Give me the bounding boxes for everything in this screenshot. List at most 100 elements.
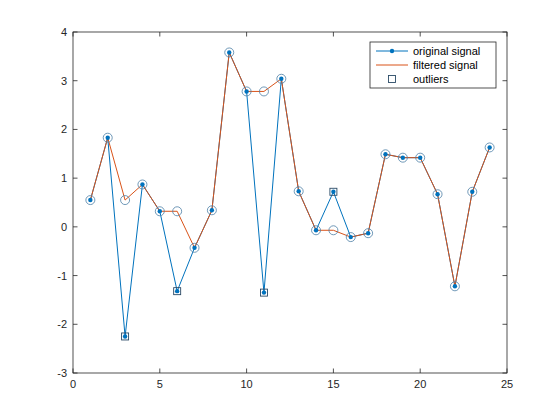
data-point — [192, 246, 196, 250]
y-tick — [73, 178, 78, 179]
data-point — [312, 226, 321, 235]
data-point — [381, 150, 390, 159]
series-line — [90, 52, 489, 336]
legend-box — [370, 42, 496, 88]
data-point — [487, 145, 491, 149]
y-tick-label: 4 — [61, 26, 67, 38]
y-tick-label: 0 — [61, 221, 67, 233]
data-point — [401, 155, 405, 159]
y-tick — [73, 80, 78, 81]
data-point — [453, 284, 457, 288]
data-point — [366, 231, 370, 235]
legend-label: outliers — [413, 73, 449, 85]
data-point — [121, 196, 130, 205]
data-point — [106, 136, 110, 140]
x-tick — [159, 369, 160, 374]
data-point — [225, 48, 234, 57]
data-point — [294, 187, 303, 196]
data-point — [329, 226, 338, 235]
y-tick — [73, 226, 78, 227]
data-point — [383, 152, 387, 156]
y-tick-label: -3 — [57, 367, 67, 379]
chart: 0 5 10 15 20 25 -3 -2 -1 0 1 2 3 4 original signal filt… — [0, 0, 560, 420]
y-tick-right — [503, 275, 508, 276]
data-point — [173, 207, 182, 216]
data-point — [279, 77, 283, 81]
y-tick-label: 2 — [61, 123, 67, 135]
x-tick-label: 20 — [414, 378, 426, 390]
y-tick — [73, 129, 78, 130]
y-tick-label: -2 — [57, 318, 67, 330]
data-point — [470, 190, 474, 194]
background — [0, 0, 560, 420]
axes-frame — [73, 32, 507, 373]
data-point — [416, 153, 425, 162]
y-tick-right — [503, 129, 508, 130]
data-point — [86, 196, 95, 205]
data-point — [418, 155, 422, 159]
x-tick-top — [246, 32, 247, 37]
y-tick-label: 1 — [61, 172, 67, 184]
x-tick-label: 10 — [240, 378, 252, 390]
x-tick — [420, 369, 421, 374]
data-layer — [86, 48, 494, 340]
data-point — [244, 89, 248, 93]
x-tick — [246, 369, 247, 374]
data-point — [174, 288, 181, 295]
data-point — [260, 289, 267, 296]
legend-marker — [389, 76, 396, 83]
y-tick — [73, 275, 78, 276]
x-tick-label: 25 — [501, 378, 513, 390]
data-point — [122, 333, 129, 340]
y-tick — [73, 324, 78, 325]
data-point — [210, 208, 214, 212]
data-point — [138, 180, 147, 189]
legend-line — [376, 65, 408, 66]
data-point — [330, 188, 337, 195]
data-point — [296, 189, 300, 193]
data-point — [175, 289, 179, 293]
x-tick-top — [333, 32, 334, 37]
data-point — [349, 235, 353, 239]
data-point — [123, 334, 127, 338]
data-point — [364, 229, 373, 238]
data-point — [207, 206, 216, 215]
data-point — [158, 209, 162, 213]
y-tick-label: 3 — [61, 75, 67, 87]
x-tick-top — [159, 32, 160, 37]
y-tick-right — [503, 178, 508, 179]
data-point — [140, 182, 144, 186]
plot-area — [73, 32, 507, 373]
data-point — [262, 290, 266, 294]
x-tick-label: 5 — [157, 378, 163, 390]
data-point — [346, 233, 355, 242]
data-point — [331, 190, 335, 194]
data-point — [242, 87, 251, 96]
data-point — [485, 143, 494, 152]
y-tick-right — [503, 324, 508, 325]
y-tick-right — [503, 80, 508, 81]
legend: original signal filtered signal outliers — [370, 42, 496, 88]
legend-label: original signal — [413, 45, 480, 57]
y-tick-label: -1 — [57, 270, 67, 282]
data-point — [259, 87, 268, 96]
data-point — [103, 133, 112, 142]
data-point — [314, 228, 318, 232]
x-tick-label: 15 — [327, 378, 339, 390]
legend-label: filtered signal — [413, 59, 478, 71]
data-point — [433, 190, 442, 199]
data-point — [398, 153, 407, 162]
data-point — [155, 207, 164, 216]
data-point — [468, 187, 477, 196]
x-tick-label: 0 — [70, 378, 76, 390]
data-point — [88, 198, 92, 202]
x-tick — [333, 369, 334, 374]
x-tick-top — [420, 32, 421, 37]
data-point — [277, 74, 286, 83]
data-point — [190, 243, 199, 252]
data-point — [227, 50, 231, 54]
data-point — [450, 282, 459, 291]
data-point — [435, 192, 439, 196]
y-tick-right — [503, 226, 508, 227]
legend-marker — [390, 49, 394, 53]
